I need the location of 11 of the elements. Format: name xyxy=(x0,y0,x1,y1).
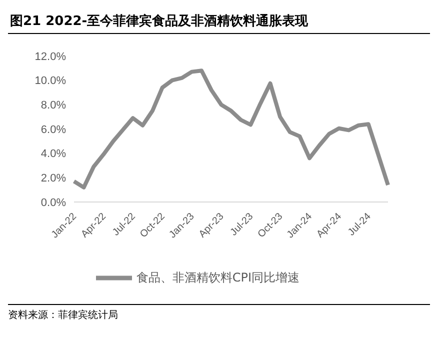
y-tick-label: 10.0% xyxy=(34,75,66,88)
y-tick-label: 4.0% xyxy=(40,148,66,160)
text: 资料来源：菲律宾统计局 xyxy=(8,308,119,322)
y-tick-label: 6.0% xyxy=(40,124,66,136)
line-series xyxy=(72,68,390,190)
y-tick-label: 12.0% xyxy=(34,50,66,63)
y-tick-label: 0.0% xyxy=(40,196,66,209)
y-tick-label: 8.0% xyxy=(40,100,66,112)
legend-label: 食品、非酒精饮料CPI同比增速 xyxy=(136,270,300,284)
chart-title: 图21 2022-至今菲律宾食品及非酒精饮料通胀表现 xyxy=(8,8,430,34)
y-tick-label: 2.0% xyxy=(40,172,66,185)
